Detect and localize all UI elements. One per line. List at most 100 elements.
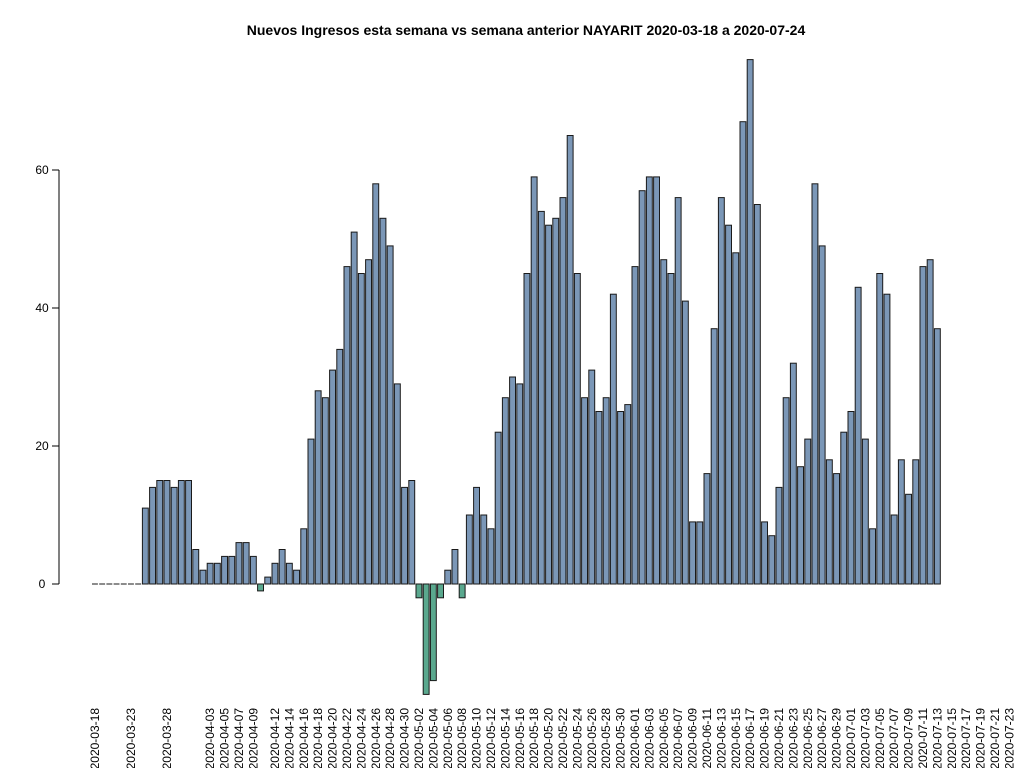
bar bbox=[509, 376, 517, 585]
x-tick-label: 2020-04-05 bbox=[218, 708, 232, 768]
bar bbox=[761, 521, 768, 585]
x-tick-label: 2020-05-14 bbox=[498, 708, 512, 768]
bar bbox=[890, 514, 898, 585]
x-tick-label: 2020-03-18 bbox=[88, 708, 102, 768]
bar bbox=[674, 197, 682, 585]
x-tick-label: 2020-05-08 bbox=[455, 708, 469, 768]
bar bbox=[221, 555, 229, 585]
bar bbox=[883, 293, 891, 585]
bar bbox=[177, 480, 185, 585]
x-tick-label: 2020-03-23 bbox=[124, 708, 138, 768]
bar bbox=[487, 528, 495, 585]
bar bbox=[660, 259, 668, 585]
bar bbox=[185, 480, 193, 585]
bar bbox=[725, 224, 732, 585]
x-tick-label: 2020-06-03 bbox=[642, 708, 656, 768]
x-tick-label: 2020-06-27 bbox=[815, 708, 829, 768]
x-tick-label: 2020-06-13 bbox=[714, 708, 728, 768]
bar bbox=[314, 390, 322, 585]
x-tick-label: 2020-06-23 bbox=[786, 708, 800, 768]
bar bbox=[811, 183, 819, 585]
bar bbox=[804, 438, 812, 585]
bar bbox=[343, 266, 351, 585]
bar bbox=[933, 328, 941, 585]
x-tick-label: 2020-05-06 bbox=[441, 708, 455, 768]
x-tick-label: 2020-05-20 bbox=[542, 708, 556, 768]
bar bbox=[386, 245, 394, 585]
bar bbox=[897, 459, 905, 585]
bar bbox=[833, 473, 840, 585]
x-tick-label: 2020-07-13 bbox=[930, 708, 944, 768]
bar bbox=[696, 521, 704, 585]
bar bbox=[638, 190, 646, 585]
bars bbox=[92, 59, 941, 695]
y-tick-label: 40 bbox=[35, 301, 49, 315]
bar bbox=[732, 252, 740, 585]
bar bbox=[581, 397, 588, 585]
bar bbox=[797, 466, 804, 585]
bar bbox=[602, 397, 610, 585]
bar bbox=[501, 397, 509, 585]
x-tick-label: 2020-07-23 bbox=[1002, 708, 1016, 768]
y-tick-label: 20 bbox=[35, 439, 49, 453]
x-tick-label: 2020-04-28 bbox=[383, 708, 397, 768]
y-tick-label: 60 bbox=[35, 163, 49, 177]
bar bbox=[156, 480, 164, 585]
bar bbox=[523, 273, 531, 585]
x-tick-label: 2020-07-01 bbox=[844, 708, 858, 768]
bar bbox=[141, 507, 149, 585]
bar bbox=[393, 383, 401, 585]
x-tick-label: 2020-04-22 bbox=[340, 708, 354, 768]
bar bbox=[458, 583, 466, 599]
x-tick-label: 2020-05-24 bbox=[570, 708, 584, 768]
bar bbox=[530, 176, 538, 585]
x-tick-label: 2020-04-18 bbox=[311, 708, 325, 768]
x-tick-label: 2020-04-20 bbox=[326, 708, 340, 768]
x-tick-label: 2020-05-22 bbox=[556, 708, 570, 768]
bar bbox=[293, 569, 301, 585]
bar bbox=[746, 59, 754, 585]
bar bbox=[249, 555, 257, 585]
bar bbox=[437, 583, 445, 599]
x-tick-label: 2020-05-12 bbox=[484, 708, 498, 768]
bar bbox=[257, 583, 265, 592]
x-tick-label: 2020-06-19 bbox=[758, 708, 772, 768]
x-tick-label: 2020-06-25 bbox=[801, 708, 815, 768]
y-tick-label: 0 bbox=[39, 577, 46, 591]
bar bbox=[444, 569, 452, 585]
x-tick-label: 2020-07-07 bbox=[887, 708, 901, 768]
x-tick-label: 2020-07-05 bbox=[873, 708, 887, 768]
bar bbox=[473, 486, 481, 585]
bar bbox=[206, 562, 214, 585]
x-tick-label: 2020-06-05 bbox=[657, 708, 671, 768]
bar bbox=[595, 411, 603, 585]
x-tick-label: 2020-06-15 bbox=[729, 708, 743, 768]
bar bbox=[235, 542, 243, 585]
bar bbox=[912, 459, 920, 585]
x-tick-label: 2020-03-28 bbox=[160, 708, 174, 768]
x-tick-label: 2020-04-30 bbox=[398, 708, 412, 768]
bar bbox=[242, 542, 250, 585]
bar bbox=[573, 273, 581, 585]
bar bbox=[689, 521, 696, 585]
bar bbox=[710, 328, 718, 585]
bar bbox=[825, 459, 833, 585]
bar bbox=[861, 438, 869, 585]
x-tick-label: 2020-06-17 bbox=[743, 708, 757, 768]
bar bbox=[372, 183, 380, 585]
bar bbox=[566, 135, 574, 585]
bar bbox=[415, 583, 423, 599]
x-tick-label: 2020-05-28 bbox=[599, 708, 613, 768]
bar bbox=[480, 514, 488, 585]
x-tick-label: 2020-05-26 bbox=[585, 708, 599, 768]
chart-title: Nuevos Ingresos esta semana vs semana an… bbox=[247, 22, 806, 38]
x-tick-label: 2020-05-18 bbox=[527, 708, 541, 768]
bar bbox=[840, 431, 848, 585]
bar bbox=[271, 562, 279, 585]
bar bbox=[624, 404, 632, 585]
bar bbox=[588, 369, 596, 585]
bar bbox=[768, 535, 776, 585]
bar bbox=[653, 176, 660, 585]
x-tick-label: 2020-04-03 bbox=[203, 708, 217, 768]
bar bbox=[321, 397, 329, 585]
